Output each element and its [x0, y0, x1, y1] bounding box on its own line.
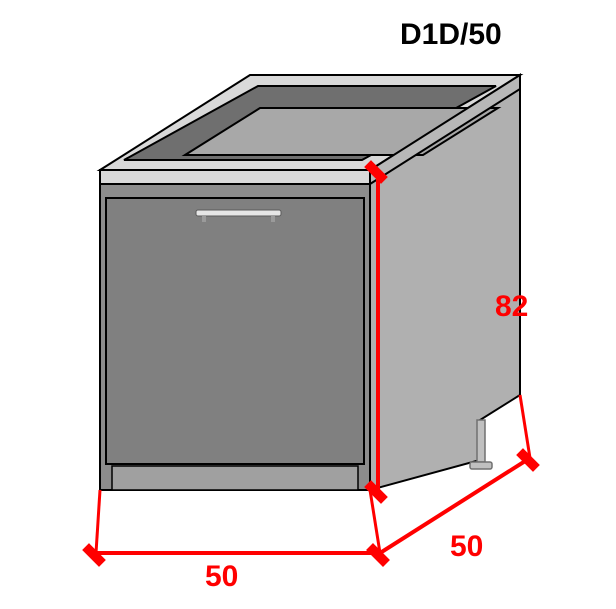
- dim-depth-label: 50: [450, 530, 483, 564]
- model-code-label: D1D/50: [400, 18, 502, 52]
- door-handle-post-left: [202, 216, 206, 222]
- cabinet-toekick-front: [112, 466, 358, 490]
- door-handle-post-right: [271, 216, 275, 222]
- dim-width-tick-l: [85, 546, 103, 564]
- door-handle: [196, 210, 281, 216]
- dim-depth-tick-far: [519, 451, 537, 469]
- dim-width-label: 50: [205, 560, 238, 594]
- cabinet-door: [106, 198, 364, 464]
- dim-height-label: 82: [495, 290, 528, 324]
- diagram-canvas: D1D/50 50 50 82: [0, 0, 616, 609]
- cabinet-top-front-lip: [100, 170, 370, 184]
